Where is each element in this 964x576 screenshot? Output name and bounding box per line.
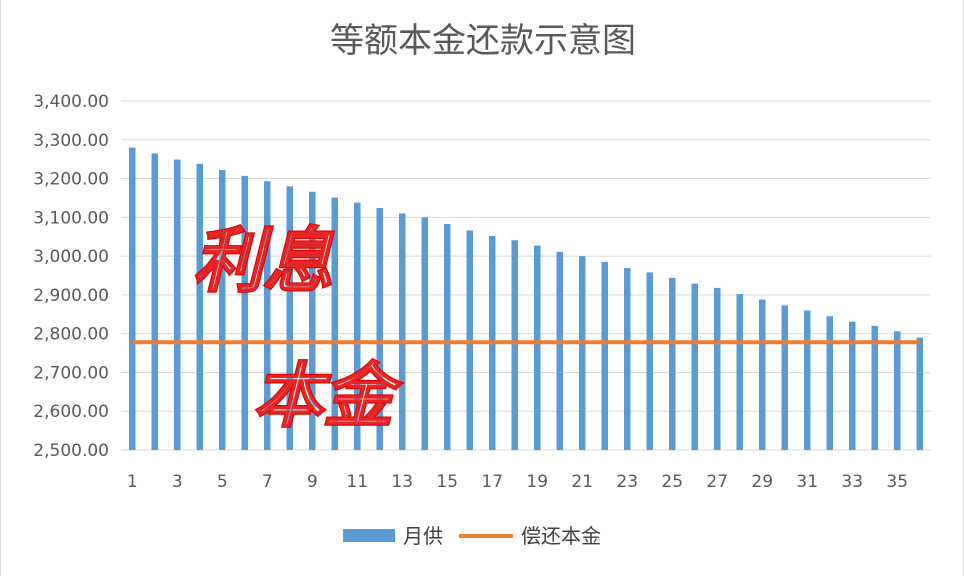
annotation-principal: 本金 <box>253 354 403 437</box>
x-tick-label: 17 <box>481 472 503 492</box>
x-tick-label: 13 <box>391 472 413 492</box>
x-tick-label: 27 <box>706 472 728 492</box>
bar <box>736 294 743 450</box>
bar <box>669 277 676 450</box>
bar <box>444 223 451 450</box>
x-tick-label: 9 <box>307 472 318 492</box>
legend: 月供 偿还本金 <box>343 524 601 548</box>
chart-title: 等额本金还款示意图 <box>330 21 636 61</box>
x-tick-label: 29 <box>751 472 773 492</box>
x-tick-label: 3 <box>172 472 183 492</box>
x-tick-label: 31 <box>796 472 818 492</box>
legend-label-principal-repayment: 偿还本金 <box>521 524 601 548</box>
bar <box>624 268 631 450</box>
bar <box>421 217 428 450</box>
x-tick-label: 21 <box>571 472 593 492</box>
bar <box>376 208 383 450</box>
bar <box>759 299 766 450</box>
bar <box>354 202 361 450</box>
x-tick-label: 5 <box>217 472 228 492</box>
bar <box>219 170 226 450</box>
bar <box>646 272 653 450</box>
bar <box>151 153 158 450</box>
bar <box>264 181 271 450</box>
legend-swatch-monthly-payment <box>343 529 395 542</box>
bar <box>849 321 856 450</box>
bar <box>556 251 563 450</box>
bar <box>691 283 698 450</box>
bar <box>466 230 473 450</box>
bar-series <box>129 147 923 451</box>
bar <box>399 213 406 450</box>
bar <box>916 337 923 450</box>
y-tick-label: 3,200.00 <box>33 170 109 190</box>
bar <box>309 191 316 451</box>
bar <box>286 186 293 451</box>
x-tick-label: 15 <box>436 472 458 492</box>
bar <box>534 245 541 450</box>
x-axis-ticks: 1 3 5 7 9 11 13 15 17 19 21 23 25 27 29 31 33 35 <box>127 472 908 492</box>
x-tick-label: 25 <box>661 472 683 492</box>
x-tick-label: 1 <box>127 472 138 492</box>
bar <box>241 175 248 450</box>
y-tick-label: 2,900.00 <box>33 286 109 306</box>
bar <box>601 261 608 450</box>
x-tick-label: 33 <box>841 472 863 492</box>
bar <box>871 325 878 450</box>
annotations: 利息 本金 <box>192 218 404 438</box>
x-tick-label: 19 <box>526 472 548 492</box>
y-axis-ticks: 2,500.00 2,600.00 2,700.00 2,800.00 2,900.00… <box>33 92 109 461</box>
bar <box>174 159 181 450</box>
y-tick-label: 3,000.00 <box>33 247 109 267</box>
y-tick-label: 3,100.00 <box>33 208 109 228</box>
legend-label-monthly-payment: 月供 <box>403 524 443 548</box>
y-tick-label: 2,500.00 <box>33 441 109 461</box>
y-tick-label: 3,300.00 <box>33 131 109 151</box>
y-tick-label: 2,800.00 <box>33 325 109 345</box>
x-tick-label: 7 <box>262 472 273 492</box>
y-tick-label: 3,400.00 <box>33 92 109 112</box>
bar <box>579 256 586 450</box>
bar <box>331 197 338 450</box>
x-tick-label: 23 <box>616 472 638 492</box>
gridlines <box>121 100 931 451</box>
annotation-interest: 利息 <box>193 219 334 302</box>
bar <box>804 310 811 450</box>
y-tick-label: 2,600.00 <box>33 402 109 422</box>
y-tick-label: 2,700.00 <box>33 363 109 383</box>
bar <box>196 163 203 450</box>
bar <box>714 287 721 450</box>
x-tick-label: 11 <box>346 472 368 492</box>
x-tick-label: 35 <box>886 472 908 492</box>
bar <box>894 331 901 450</box>
bar <box>129 147 136 451</box>
bar <box>826 316 833 450</box>
bar <box>781 305 788 450</box>
bar <box>511 240 518 450</box>
